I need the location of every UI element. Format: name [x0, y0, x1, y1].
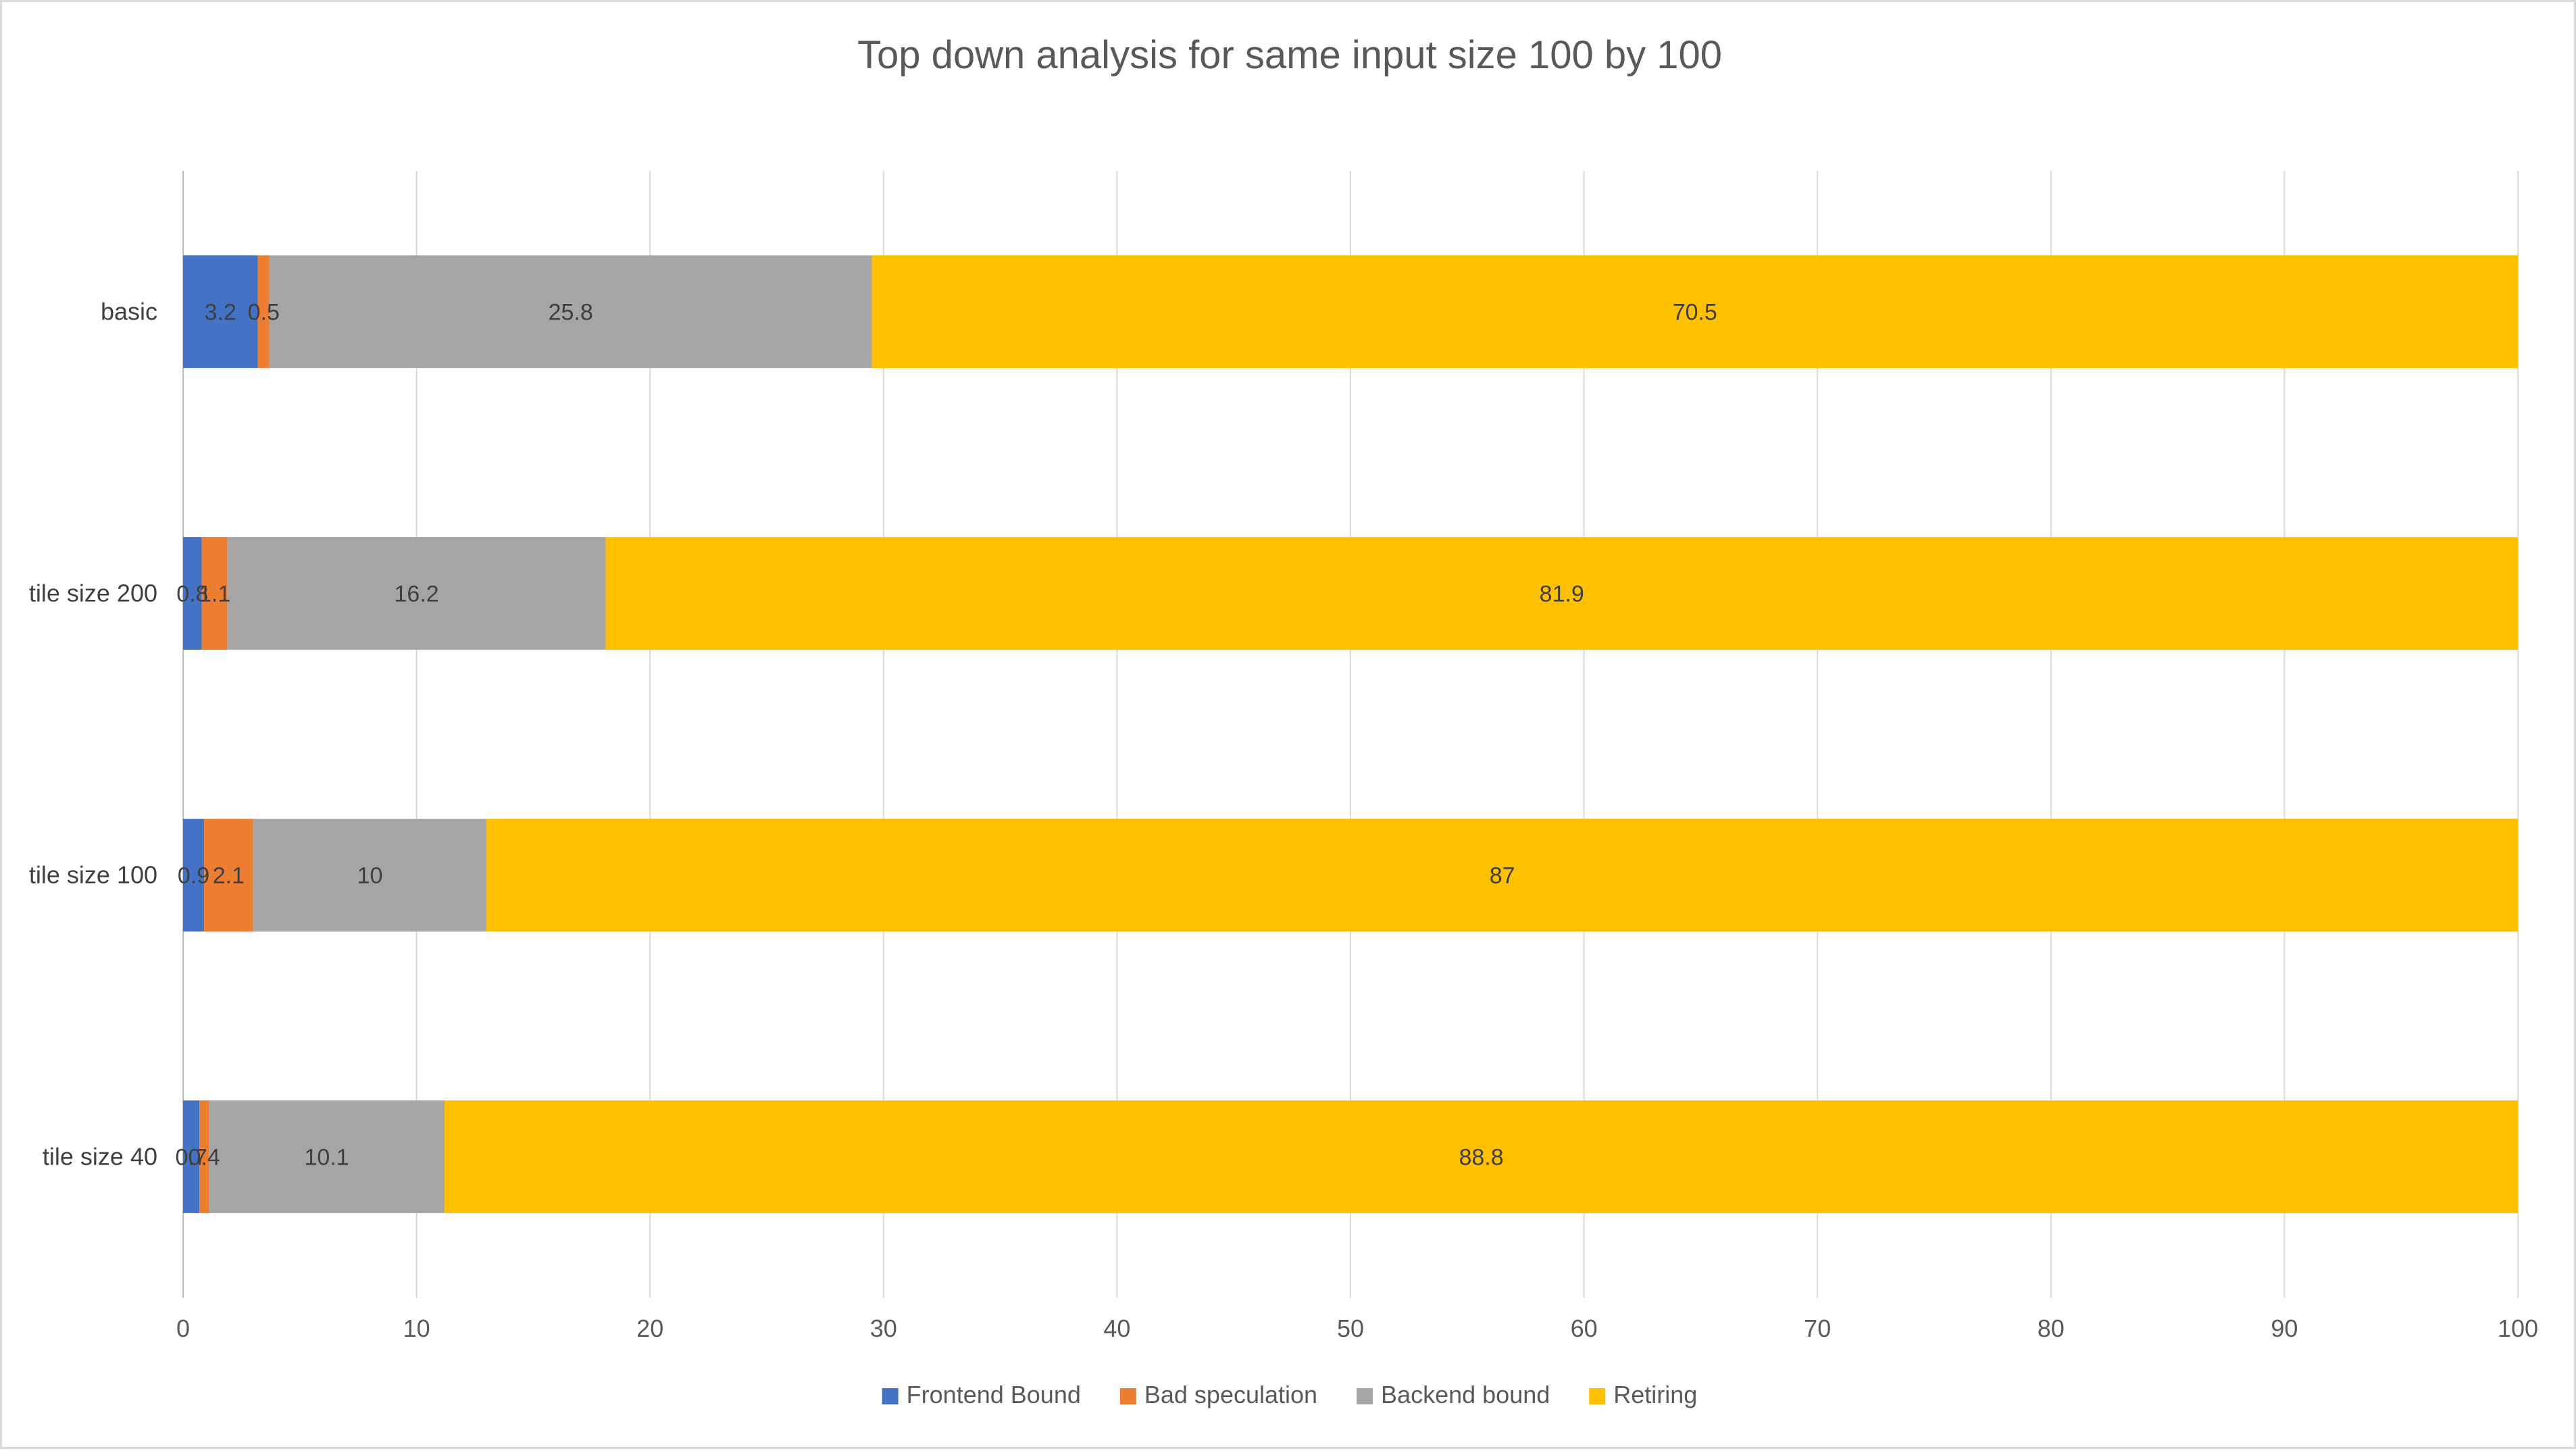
bar-backend-bound-tile-size-40 [209, 1100, 445, 1213]
data-label-frontend-bound-tile-size-40: 0.7 [175, 1145, 207, 1171]
data-labels: 3.2 0.5 25.8 70.5 0.81.1 16.2 81.9 0.9 2.1 10 87 0.… [175, 300, 1717, 1171]
x-tick-label-20: 20 [636, 1315, 663, 1342]
chart-title: Top down analysis for same input size 10… [857, 33, 1722, 77]
data-label-backend-bound-tile-size-40: 10.1 [304, 1145, 349, 1171]
bar-bad-speculation-basic [257, 255, 270, 368]
data-label-backend-bound-tile-size-200: 16.2 [395, 582, 439, 607]
legend: Frontend Bound Bad speculation Backend bou… [882, 1381, 1697, 1408]
legend-label-retiring: Retiring [1613, 1381, 1697, 1408]
bar-frontend-bound-tile-size-100 [183, 819, 205, 932]
data-label-frontend-bound-tile-size-100: 0.9 [178, 863, 209, 889]
x-tick-label-60: 60 [1571, 1315, 1598, 1342]
data-label-retiring-tile-size-200: 81.9 [1540, 582, 1584, 607]
category-label-tile-size-200: tile size 200 [29, 580, 157, 607]
legend-swatch-backend-bound [1357, 1388, 1373, 1404]
bar-backend-bound-tile-size-100 [253, 819, 487, 932]
x-tick-label-70: 70 [1804, 1315, 1831, 1342]
bars [183, 255, 2518, 1213]
x-tick-label-0: 0 [176, 1315, 190, 1342]
legend-label-backend-bound: Backend bound [1381, 1381, 1550, 1408]
legend-label-bad-speculation: Bad speculation [1144, 1381, 1317, 1408]
bar-retiring-tile-size-100 [486, 819, 2518, 932]
x-tick-label-100: 100 [2498, 1315, 2538, 1342]
bar-backend-bound-tile-size-200 [227, 537, 606, 650]
bar-bad-speculation-tile-size-200 [201, 537, 228, 650]
data-label-backend-bound-basic: 25.8 [549, 300, 593, 326]
bar-frontend-bound-tile-size-40 [183, 1100, 200, 1213]
x-tick-label-80: 80 [2038, 1315, 2065, 1342]
x-tick-label-90: 90 [2271, 1315, 2298, 1342]
bar-bad-speculation-tile-size-100 [204, 819, 253, 932]
category-label-tile-size-40: tile size 40 [43, 1143, 157, 1171]
data-label-bad-speculation-tile-size-200: 1.1 [199, 582, 230, 607]
x-tick-label-40: 40 [1103, 1315, 1130, 1342]
x-tick-label-30: 30 [870, 1315, 897, 1342]
legend-swatch-bad-speculation [1119, 1388, 1136, 1404]
bar-backend-bound-basic [269, 255, 872, 368]
data-label-bad-speculation-tile-size-40: 0.4 [188, 1145, 220, 1171]
data-label-retiring-basic: 70.5 [1673, 300, 1717, 326]
category-label-basic: basic [101, 298, 157, 326]
bar-retiring-basic [872, 255, 2518, 368]
data-label-retiring-tile-size-40: 88.8 [1459, 1145, 1503, 1171]
legend-swatch-frontend-bound [882, 1388, 899, 1404]
bar-bad-speculation-tile-size-40 [199, 1100, 209, 1213]
data-label-frontend-bound-tile-size-200: 0.8 [176, 582, 208, 607]
bar-retiring-tile-size-200 [605, 537, 2518, 650]
data-label-frontend-bound-basic: 3.2 [205, 300, 236, 326]
category-labels: basic tile size 200 tile size 100 tile size… [29, 298, 157, 1171]
bar-retiring-tile-size-40 [445, 1100, 2518, 1213]
x-tick-label-10: 10 [403, 1315, 430, 1342]
bar-frontend-bound-tile-size-200 [183, 537, 202, 650]
legend-swatch-retiring [1589, 1388, 1606, 1404]
x-tick-label-50: 50 [1337, 1315, 1364, 1342]
bar-frontend-bound-basic [183, 255, 258, 368]
legend-label-frontend-bound: Frontend Bound [907, 1381, 1081, 1408]
data-label-bad-speculation-basic: 0.5 [248, 300, 280, 326]
data-label-backend-bound-tile-size-100: 10 [357, 863, 383, 889]
category-label-tile-size-100: tile size 100 [29, 861, 157, 889]
data-label-retiring-tile-size-100: 87 [1490, 863, 1515, 889]
x-axis-ticks: 0 10 20 30 40 50 60 70 80 90 100 [176, 1315, 2538, 1342]
data-label-bad-speculation-tile-size-100: 2.1 [213, 863, 245, 889]
